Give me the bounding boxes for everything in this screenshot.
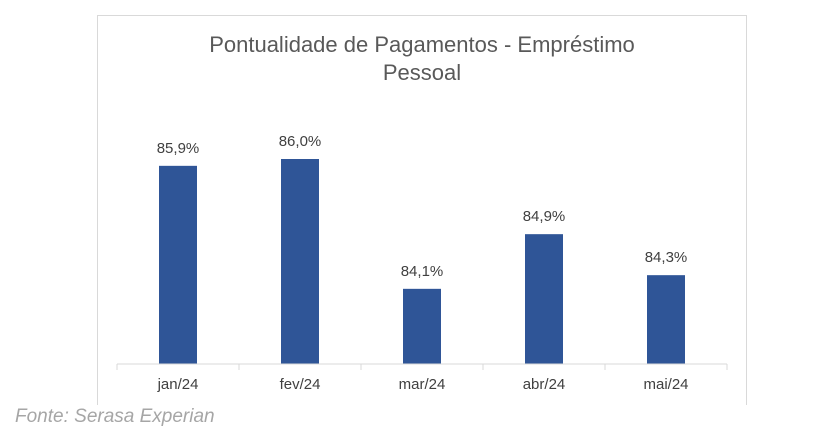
- data-label-fev-24: 86,0%: [279, 133, 322, 150]
- chart-title-line-1: Pontualidade de Pagamentos - Empréstimo: [209, 32, 635, 57]
- chart-frame: [97, 15, 747, 405]
- x-tick-label-mar-24: mar/24: [399, 376, 446, 393]
- chart-title-line-2: Pessoal: [383, 60, 461, 85]
- data-label-abr-24: 84,9%: [523, 208, 566, 225]
- bar-mai-24: [647, 275, 685, 364]
- data-label-mar-24: 84,1%: [401, 263, 444, 280]
- x-axis: jan/24 fev/24 mar/24 abr/24 mai/24: [116, 363, 728, 393]
- source-note: Fonte: Serasa Experian: [15, 406, 215, 427]
- bar-abr-24: [525, 234, 563, 364]
- x-tick-label-abr-24: abr/24: [523, 376, 566, 393]
- x-tick-label-jan-24: jan/24: [157, 376, 199, 393]
- bar-fev-24: [281, 159, 319, 364]
- x-tick-label-mai-24: mai/24: [643, 376, 688, 393]
- bar-jan-24: [159, 165, 197, 364]
- bars-layer: 85,9% 86,0% 84,1% 84,9% 84,3%: [157, 133, 688, 364]
- data-label-mai-24: 84,3%: [645, 249, 688, 266]
- bar-mar-24: [403, 288, 441, 364]
- x-tick-label-fev-24: fev/24: [280, 376, 321, 393]
- data-label-jan-24: 85,9%: [157, 140, 200, 157]
